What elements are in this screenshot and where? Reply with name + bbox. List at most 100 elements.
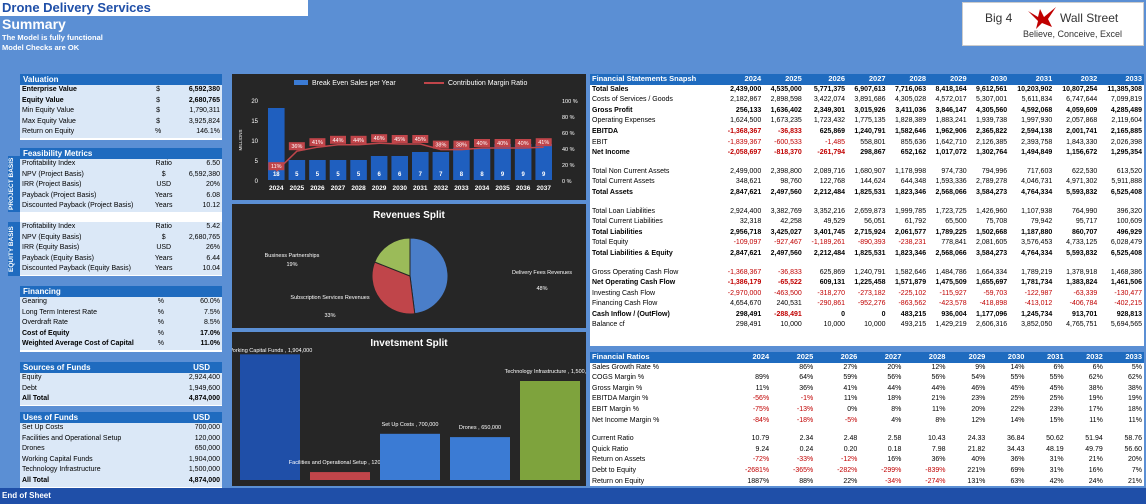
row-value: 6,592,380 (177, 169, 222, 181)
table-row: Gross Profit 256,133 1,636,402 2,349,301 3,0… (590, 106, 1144, 117)
cell-value: 1,680,907 (854, 167, 886, 175)
cell-value: 131% (967, 477, 986, 485)
cell-value: 1,494,849 (1021, 149, 1053, 157)
cell-value: 21.82 (967, 445, 986, 453)
row-label: Overdraft Rate (20, 318, 150, 329)
cell-value: 44% (931, 384, 946, 392)
cell-value: -72% (752, 456, 770, 464)
cell-value: 24.33 (967, 435, 986, 443)
row-label: Drones (20, 444, 150, 455)
cell-value: 2,789,278 (976, 178, 1008, 186)
cell-value: 2,349,301 (813, 106, 846, 114)
cell-value: 0 (841, 310, 846, 318)
table-row: Gearing% 60.0% (20, 297, 222, 308)
row-unit: Years (150, 190, 178, 202)
cell-value: 2,898,598 (770, 96, 802, 104)
slice-pct: 48% (536, 286, 547, 292)
table-row: Debt to Equity -2681% -365% -282% -299% -839%… (590, 466, 1144, 477)
cell-value: 95,717 (1075, 218, 1098, 226)
cell-value: 2.48 (843, 435, 858, 443)
investment-bar (310, 472, 370, 480)
row-value: 11.0% (171, 339, 222, 350)
year-header: 2030 (987, 352, 1027, 363)
cell-value: -890,393 (857, 239, 886, 247)
page-title: Summary (2, 16, 66, 32)
cell-value: 5,771,375 (813, 85, 846, 93)
x-tick-label: 2026 (310, 185, 325, 192)
cell-value: 15% (1049, 416, 1064, 424)
bar (370, 156, 388, 180)
line-point-label: 38% (435, 143, 446, 149)
cell-value: 3,846,147 (935, 106, 967, 114)
contribution-margin-line (275, 142, 544, 172)
cell-value: -84% (752, 416, 770, 424)
row-value: 3,925,824 (166, 116, 222, 128)
legend-swatch-bar (294, 80, 308, 85)
row-unit: $ (150, 116, 167, 128)
cell-value: 1,429,219 (935, 321, 967, 329)
row-unit: $ (150, 232, 178, 244)
cell-value: 1,655,697 (976, 279, 1008, 287)
cell-value (720, 363, 771, 374)
bar (412, 152, 429, 180)
uses-title: Uses of Funds (23, 413, 79, 422)
row-value: 6.44 (177, 253, 222, 265)
equity-basis-table: Profitability Index Ratio 5.42 NPV (Equity … (20, 221, 222, 275)
cell-value: -261,794 (817, 149, 846, 157)
row-label: Debt to Equity (592, 466, 636, 474)
uses-table: Set Up Costs 700,000 Facilities and Operat… (20, 423, 222, 487)
row-label: Profitability Index (20, 221, 150, 233)
row-label: Facilities and Operational Setup (20, 433, 150, 445)
line-point-label: 38% (456, 143, 467, 149)
cell-value: 10,000 (823, 321, 846, 329)
bar-value-label: 7 (419, 172, 423, 178)
row-label: COGS Margin % (592, 374, 645, 382)
table-row: Working Capital Funds 1,904,000 (20, 454, 222, 466)
cell-value: 1,997,930 (1021, 117, 1053, 125)
cell-value: 21% (1088, 456, 1103, 464)
cell-value: 1,582,646 (894, 268, 927, 276)
cell-value: 2,398,800 (770, 167, 802, 175)
row-unit: % (150, 297, 172, 308)
cell-value: -282% (837, 466, 858, 474)
table-row: Balance cf 298,491 10,000 10,000 10,000 493,2… (590, 320, 1144, 331)
table-row: Drones 650,000 (20, 444, 222, 455)
cell-value: 65,500 (945, 218, 967, 226)
line-point-label-bg (535, 138, 552, 147)
cell-value: -952,276 (857, 300, 886, 308)
cell-value: 144,624 (860, 178, 886, 186)
cell-value: 7,099,819 (1110, 96, 1142, 104)
x-tick-label: 2037 (536, 185, 551, 192)
sources-unit: USD (193, 363, 210, 372)
row-label: Set Up Costs (20, 423, 150, 434)
row-value: 2,680,765 (166, 95, 222, 107)
cell-value: 10.79 (751, 435, 770, 443)
bar (329, 160, 347, 180)
cell-value: 298,491 (735, 321, 762, 329)
cell-value: 1,843,330 (1066, 138, 1098, 146)
table-row: Total Current Liabilities 32,318 42,258 49,… (590, 217, 1144, 228)
cell-value: 2,715,924 (854, 228, 886, 236)
table-row: Return on Assets -72% -33% -12% 16% 36% 40% 36%… (590, 455, 1144, 466)
slice-pct: 19% (286, 262, 297, 268)
cell-value: 1,939,738 (976, 117, 1008, 125)
cell-value: -2,970,000 (727, 289, 762, 297)
cell-value: 1,295,354 (1110, 149, 1142, 157)
row-value: 650,000 (150, 444, 222, 455)
table-row: Debt 1,949,600 (20, 383, 222, 395)
financial-ratios-table: Financial Ratios 2024 2025 2026 2027 2028 2029… (590, 352, 1144, 487)
row-label: Enterprise Value (20, 85, 150, 96)
x-tick-label: 2035 (495, 185, 510, 192)
cell-value: 6,028,479 (1110, 239, 1142, 247)
cell-value: 2,659,873 (854, 207, 886, 215)
cell-value: 75,708 (985, 218, 1008, 226)
row-label: All Total (20, 475, 150, 487)
valuation-table: Enterprise Value $6,592,380 Equity Value $2… (20, 85, 222, 138)
cell-value: 9.24 (755, 445, 770, 453)
cell-value: 913,701 (1071, 310, 1098, 318)
cell-value: 2,057,868 (1066, 117, 1098, 125)
line-point-label-bg (515, 139, 532, 147)
row-label: Min Equity Value (20, 106, 150, 117)
cell-value: 56.60 (1124, 445, 1142, 453)
cell-value: 3,891,686 (854, 96, 886, 104)
